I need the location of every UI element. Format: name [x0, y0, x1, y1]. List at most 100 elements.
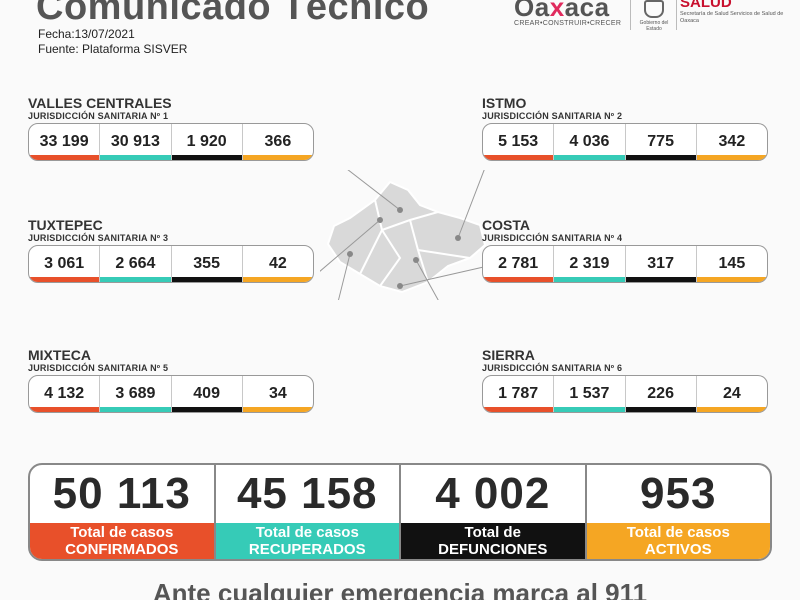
stat-activos: 366 [242, 124, 313, 160]
stat-recuperados: 4 036 [554, 124, 626, 160]
region-borders [359, 199, 471, 287]
totals-panel: 50 113 Total de casos CONFIRMADOS 45 158… [28, 463, 772, 561]
stat-confirmados: 2 781 [483, 246, 555, 282]
oaxaca-map [320, 170, 489, 300]
stat-confirmados: 4 132 [29, 376, 101, 412]
region-tuxtepec: TUXTEPEC JURISDICCIÓN SANITARIA Nº 3 3 0… [28, 218, 318, 283]
oaxaca-logo-right: aca [564, 0, 610, 22]
map-dot [455, 235, 461, 241]
stat-recuperados: 1 537 [554, 376, 626, 412]
stat-defunciones: 409 [171, 376, 243, 412]
region-jurisdiccion: JURISDICCIÓN SANITARIA Nº 5 [28, 363, 169, 373]
region-stats: 1 787 1 537 226 24 [482, 375, 768, 413]
map-dot [413, 257, 419, 263]
connector-line [320, 219, 381, 272]
stat-recuperados: 2 664 [100, 246, 172, 282]
total-confirmados: 50 113 Total de casos CONFIRMADOS [30, 465, 216, 559]
stat-defunciones: 1 920 [171, 124, 243, 160]
meta-info: Fecha:13/07/2021 Fuente: Plataforma SISV… [38, 27, 187, 57]
stat-recuperados: 3 689 [100, 376, 172, 412]
total-label-line1: Total de casos [626, 524, 730, 541]
seal-caption: Gobierno del Estado [639, 20, 669, 32]
logo-divider [630, 0, 631, 30]
logo-divider [676, 0, 677, 30]
oaxaca-logo-x: x [549, 0, 565, 22]
region-jurisdiccion: JURISDICCIÓN SANITARIA Nº 4 [482, 233, 623, 243]
total-label-line2: DEFUNCIONES [438, 541, 548, 558]
total-value: 4 002 [435, 469, 551, 518]
region-name: TUXTEPEC [28, 217, 103, 233]
page-title: Comunicado Técnico [36, 0, 430, 28]
oaxaca-logo-tagline: CREAR•CONSTRUIR•CRECER [514, 20, 622, 27]
oaxaca-logo: Oaxaca CREAR•CONSTRUIR•CRECER [514, 0, 626, 32]
stat-activos: 145 [696, 246, 767, 282]
total-value: 45 158 [236, 469, 378, 518]
region-jurisdiccion: JURISDICCIÓN SANITARIA Nº 2 [482, 111, 623, 121]
connector-line [347, 170, 401, 211]
total-label-line1: Total de casos [255, 524, 359, 541]
stat-activos: 342 [696, 124, 767, 160]
total-label-line2: ACTIVOS [644, 541, 712, 558]
map-dot [397, 207, 403, 213]
stat-recuperados: 2 319 [554, 246, 626, 282]
map-dot [397, 283, 403, 289]
region-name: MIXTECA [28, 347, 91, 363]
region-jurisdiccion: JURISDICCIÓN SANITARIA Nº 6 [482, 363, 623, 373]
salud-subtitle: Secretaría de Salud Servicios de Salud d… [680, 11, 784, 24]
total-label-line1: Total de casos [70, 524, 174, 541]
stat-confirmados: 33 199 [29, 124, 101, 160]
map-dot [377, 217, 383, 223]
region-name: ISTMO [482, 95, 527, 111]
region-jurisdiccion: JURISDICCIÓN SANITARIA Nº 3 [28, 233, 169, 243]
stat-defunciones: 775 [625, 124, 697, 160]
region-valles-centrales: VALLES CENTRALES JURISDICCIÓN SANITARIA … [28, 96, 318, 161]
stat-activos: 34 [242, 376, 313, 412]
region-jurisdiccion: JURISDICCIÓN SANITARIA Nº 1 [28, 111, 169, 121]
stat-defunciones: 317 [625, 246, 697, 282]
total-label-line2: RECUPERADOS [248, 541, 366, 558]
region-name: COSTA [482, 217, 530, 233]
region-stats: 3 061 2 664 355 42 [28, 245, 314, 283]
fecha-text: Fecha:13/07/2021 [38, 27, 135, 41]
total-label: Total de casos RECUPERADOS [215, 523, 399, 559]
stat-confirmados: 5 153 [483, 124, 555, 160]
total-label: Total de DEFUNCIONES [401, 523, 585, 559]
shield-icon [644, 0, 664, 18]
region-stats: 4 132 3 689 409 34 [28, 375, 314, 413]
region-name: SIERRA [482, 347, 535, 363]
region-stats: 2 781 2 319 317 145 [482, 245, 768, 283]
state-seal-logo: Gobierno del Estado [636, 0, 672, 32]
stat-recuperados: 30 913 [100, 124, 172, 160]
total-label: Total de casos ACTIVOS [586, 523, 770, 559]
region-istmo: ISTMO JURISDICCIÓN SANITARIA Nº 2 5 153 … [482, 96, 772, 161]
salud-logo: SALUD Secretaría de Salud Servicios de S… [680, 0, 790, 25]
total-label-line2: CONFIRMADOS [65, 541, 179, 558]
oaxaca-logo-left: Oa [514, 0, 550, 22]
connector-line [399, 265, 489, 287]
region-stats: 5 153 4 036 775 342 [482, 123, 768, 161]
stat-activos: 42 [242, 246, 313, 282]
total-label-line1: Total de [464, 524, 521, 541]
salud-word: SALUD [680, 0, 732, 11]
total-recuperados: 45 158 Total de casos RECUPERADOS [215, 465, 401, 559]
total-value: 953 [640, 469, 717, 518]
region-name: VALLES CENTRALES [28, 95, 172, 111]
state-outline [326, 180, 487, 294]
stat-confirmados: 3 061 [29, 246, 101, 282]
connector-line [337, 253, 351, 300]
total-activos: 953 Total de casos ACTIVOS [586, 465, 770, 559]
map-dot [347, 251, 353, 257]
region-mixteca: MIXTECA JURISDICCIÓN SANITARIA Nº 5 4 13… [28, 348, 318, 413]
stat-confirmados: 1 787 [483, 376, 555, 412]
emergency-footer: Ante cualquier emergencia marca al 911 [152, 578, 648, 600]
connector-line [457, 170, 485, 239]
total-label: Total de casos CONFIRMADOS [30, 523, 214, 559]
stat-activos: 24 [696, 376, 767, 412]
total-value: 50 113 [52, 469, 191, 518]
total-defunciones: 4 002 Total de DEFUNCIONES [401, 465, 587, 559]
region-sierra: SIERRA JURISDICCIÓN SANITARIA Nº 6 1 787… [482, 348, 772, 413]
region-stats: 33 199 30 913 1 920 366 [28, 123, 314, 161]
stat-defunciones: 226 [625, 376, 697, 412]
connector-line [415, 259, 439, 300]
